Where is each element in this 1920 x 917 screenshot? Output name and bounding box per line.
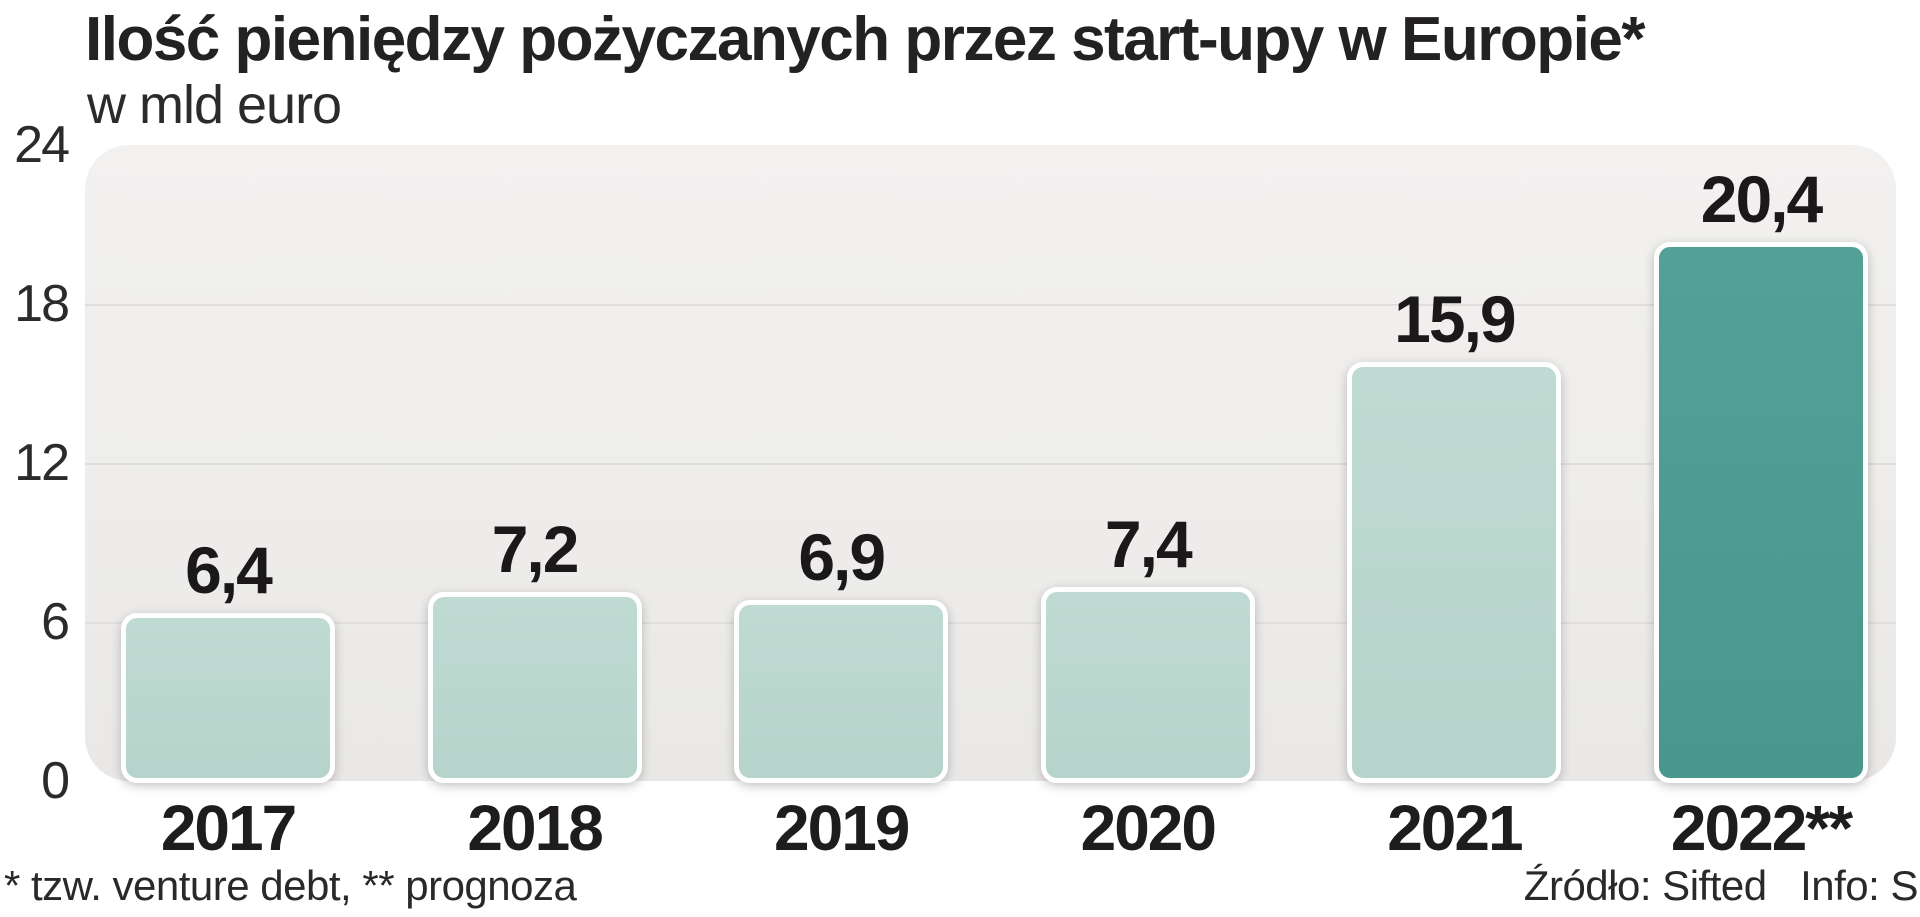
bar-value-label-2019: 6,9 xyxy=(798,520,886,594)
x-axis-label-2022: 2022** xyxy=(1670,792,1853,864)
bar-2019 xyxy=(734,600,949,783)
y-axis-tick-label-18: 18 xyxy=(14,275,70,333)
gridline-18 xyxy=(85,304,1896,306)
y-axis-tick-label-0: 0 xyxy=(41,752,70,810)
footnote: * tzw. venture debt, ** prognoza xyxy=(4,862,577,909)
y-axis-tick-label-6: 6 xyxy=(41,593,70,651)
bar-2021 xyxy=(1347,362,1562,783)
x-axis-label-2017: 2017 xyxy=(160,792,297,864)
bar-value-label-2020: 7,4 xyxy=(1104,507,1193,581)
bar-2018 xyxy=(427,592,642,783)
x-axis-label-2019: 2019 xyxy=(774,792,910,864)
y-axis-tick-label-24: 24 xyxy=(14,116,70,174)
gridline-6 xyxy=(85,622,1896,624)
bar-value-label-2021: 15,9 xyxy=(1394,282,1516,356)
gridline-12 xyxy=(85,463,1896,465)
bar-2017 xyxy=(121,613,335,783)
bar-value-label-2017: 6,4 xyxy=(185,533,273,607)
bar-value-label-2022: 20,4 xyxy=(1700,162,1823,236)
x-axis-label-2021: 2021 xyxy=(1387,792,1523,864)
bar-2020 xyxy=(1040,587,1255,783)
source-credit: Źródło: Sifted Info: S xyxy=(1523,862,1919,909)
plot-area xyxy=(85,145,1896,781)
y-axis: 0 6 12 18 24 xyxy=(0,0,70,917)
x-axis-label-2018: 2018 xyxy=(467,792,603,864)
bar-value-label-2018: 7,2 xyxy=(491,512,580,586)
chart-title: Ilość pieniędzy pożyczanych przez start-… xyxy=(85,5,1645,74)
x-axis-label-2020: 2020 xyxy=(1080,792,1217,864)
bar-2022 xyxy=(1654,242,1868,783)
chart-subtitle: w mld euro xyxy=(87,75,342,135)
y-axis-tick-label-12: 12 xyxy=(14,434,70,492)
